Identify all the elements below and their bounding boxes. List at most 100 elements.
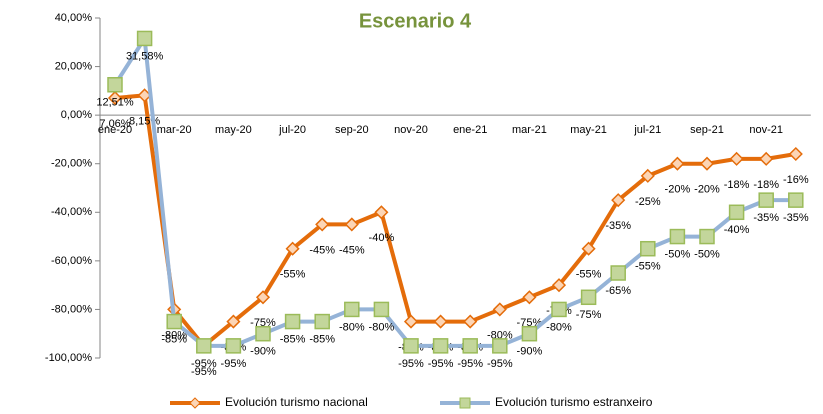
data-label: -40% — [369, 232, 395, 244]
marker — [166, 313, 182, 330]
marker — [226, 314, 241, 329]
data-label: -35% — [753, 212, 779, 224]
data-label: -85% — [280, 333, 306, 345]
data-label: -18% — [724, 179, 750, 191]
y-tick-label: 0,00% — [61, 109, 92, 121]
marker — [669, 228, 686, 245]
marker — [640, 168, 655, 183]
data-label: 31,58% — [126, 50, 164, 62]
data-label: -65% — [605, 285, 631, 297]
y-tick-label: -80,00% — [51, 303, 92, 315]
y-tick-label: 20,00% — [55, 60, 93, 72]
marker — [314, 313, 330, 330]
marker — [225, 338, 242, 354]
data-label: -95% — [457, 358, 483, 370]
marker — [670, 156, 685, 171]
data-label: -85% — [161, 333, 187, 345]
data-label: -55% — [280, 269, 306, 281]
marker — [136, 30, 153, 47]
data-label: -80% — [161, 329, 187, 341]
x-tick-label: sep-21 — [690, 124, 724, 136]
marker — [640, 240, 656, 257]
marker — [522, 290, 537, 305]
data-label: -95% — [487, 358, 513, 370]
x-tick-label: mar-20 — [157, 124, 192, 136]
x-tick-label: mar-21 — [512, 124, 547, 136]
y-tick-label: -60,00% — [51, 255, 92, 267]
data-label: -80% — [339, 321, 365, 333]
data-label: -95% — [428, 358, 454, 370]
data-label: -90% — [517, 346, 543, 358]
x-tick-label: jul-20 — [278, 124, 306, 136]
data-label: -35% — [605, 220, 631, 232]
marker — [403, 314, 419, 329]
marker — [462, 338, 478, 354]
data-label: -75% — [576, 309, 602, 321]
marker — [699, 156, 715, 171]
data-label: -95% — [221, 358, 247, 370]
marker — [521, 325, 538, 342]
data-label: -85% — [309, 333, 335, 345]
marker — [729, 151, 744, 166]
x-tick-label: nov-20 — [394, 124, 428, 136]
marker — [699, 228, 715, 245]
marker — [344, 217, 359, 232]
y-tick-label: -100,00% — [45, 352, 92, 364]
marker — [107, 77, 123, 93]
data-label: -35% — [783, 212, 809, 224]
legend-marker — [459, 397, 471, 409]
marker — [315, 217, 330, 232]
marker — [611, 193, 626, 208]
marker — [788, 192, 804, 208]
data-label: -90% — [250, 346, 276, 358]
chart-title: Escenario 4 — [359, 10, 472, 32]
data-label: -80% — [369, 321, 395, 333]
marker — [433, 314, 448, 329]
legend-marker — [189, 397, 201, 409]
marker — [758, 192, 774, 208]
marker — [285, 241, 300, 256]
data-label: -80% — [546, 321, 572, 333]
marker — [492, 338, 508, 354]
data-label: -20% — [694, 184, 720, 196]
x-tick-label: sep-20 — [335, 124, 369, 136]
marker — [107, 90, 123, 106]
marker — [374, 205, 389, 220]
data-label: -50% — [665, 248, 691, 260]
data-label: -50% — [694, 248, 720, 260]
marker — [788, 146, 803, 162]
marker — [403, 338, 419, 354]
y-tick-label: -40,00% — [51, 206, 92, 218]
data-label: -95% — [191, 358, 217, 370]
marker — [432, 338, 449, 354]
x-tick-label: may-21 — [570, 124, 607, 136]
x-tick-label: ene-20 — [98, 124, 132, 136]
marker — [196, 338, 212, 354]
legend-label: Evolución turismo nacional — [225, 395, 368, 409]
data-label: -55% — [576, 269, 602, 281]
marker — [255, 290, 271, 305]
data-label: -16% — [783, 174, 809, 186]
x-tick-label: nov-21 — [749, 124, 783, 136]
data-label: -55% — [635, 261, 661, 273]
y-tick-label: 40,00% — [55, 12, 93, 24]
marker — [492, 302, 507, 317]
marker — [728, 204, 745, 221]
marker — [759, 151, 774, 166]
data-label: 7,06% — [99, 118, 130, 130]
marker — [373, 301, 390, 318]
y-tick-label: -20,00% — [51, 158, 92, 170]
marker — [284, 313, 301, 330]
data-label: -20% — [665, 184, 691, 196]
marker — [551, 278, 567, 293]
data-label: -25% — [635, 196, 661, 208]
marker — [580, 289, 597, 306]
legend-label: Evolución turismo estranxeiro — [495, 395, 653, 409]
marker — [610, 265, 626, 281]
data-label: -95% — [398, 358, 424, 370]
data-label: -45% — [309, 244, 335, 256]
data-label: -95% — [191, 366, 217, 378]
data-label: -45% — [339, 244, 365, 256]
marker — [255, 325, 271, 342]
